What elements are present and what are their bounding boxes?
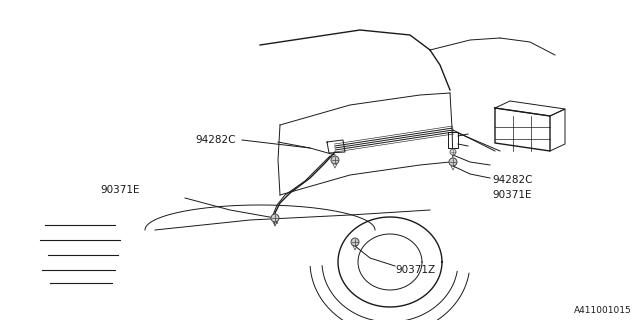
Circle shape xyxy=(331,156,339,164)
Text: 94282C: 94282C xyxy=(195,135,236,145)
Text: 90371E: 90371E xyxy=(100,185,140,195)
Circle shape xyxy=(351,238,359,246)
Text: 90371Z: 90371Z xyxy=(395,265,435,275)
Text: 94282C: 94282C xyxy=(492,175,532,185)
Text: A411001015: A411001015 xyxy=(574,306,632,315)
Circle shape xyxy=(450,149,456,155)
Text: 90371E: 90371E xyxy=(492,190,531,200)
Circle shape xyxy=(271,214,279,222)
Circle shape xyxy=(449,158,457,166)
